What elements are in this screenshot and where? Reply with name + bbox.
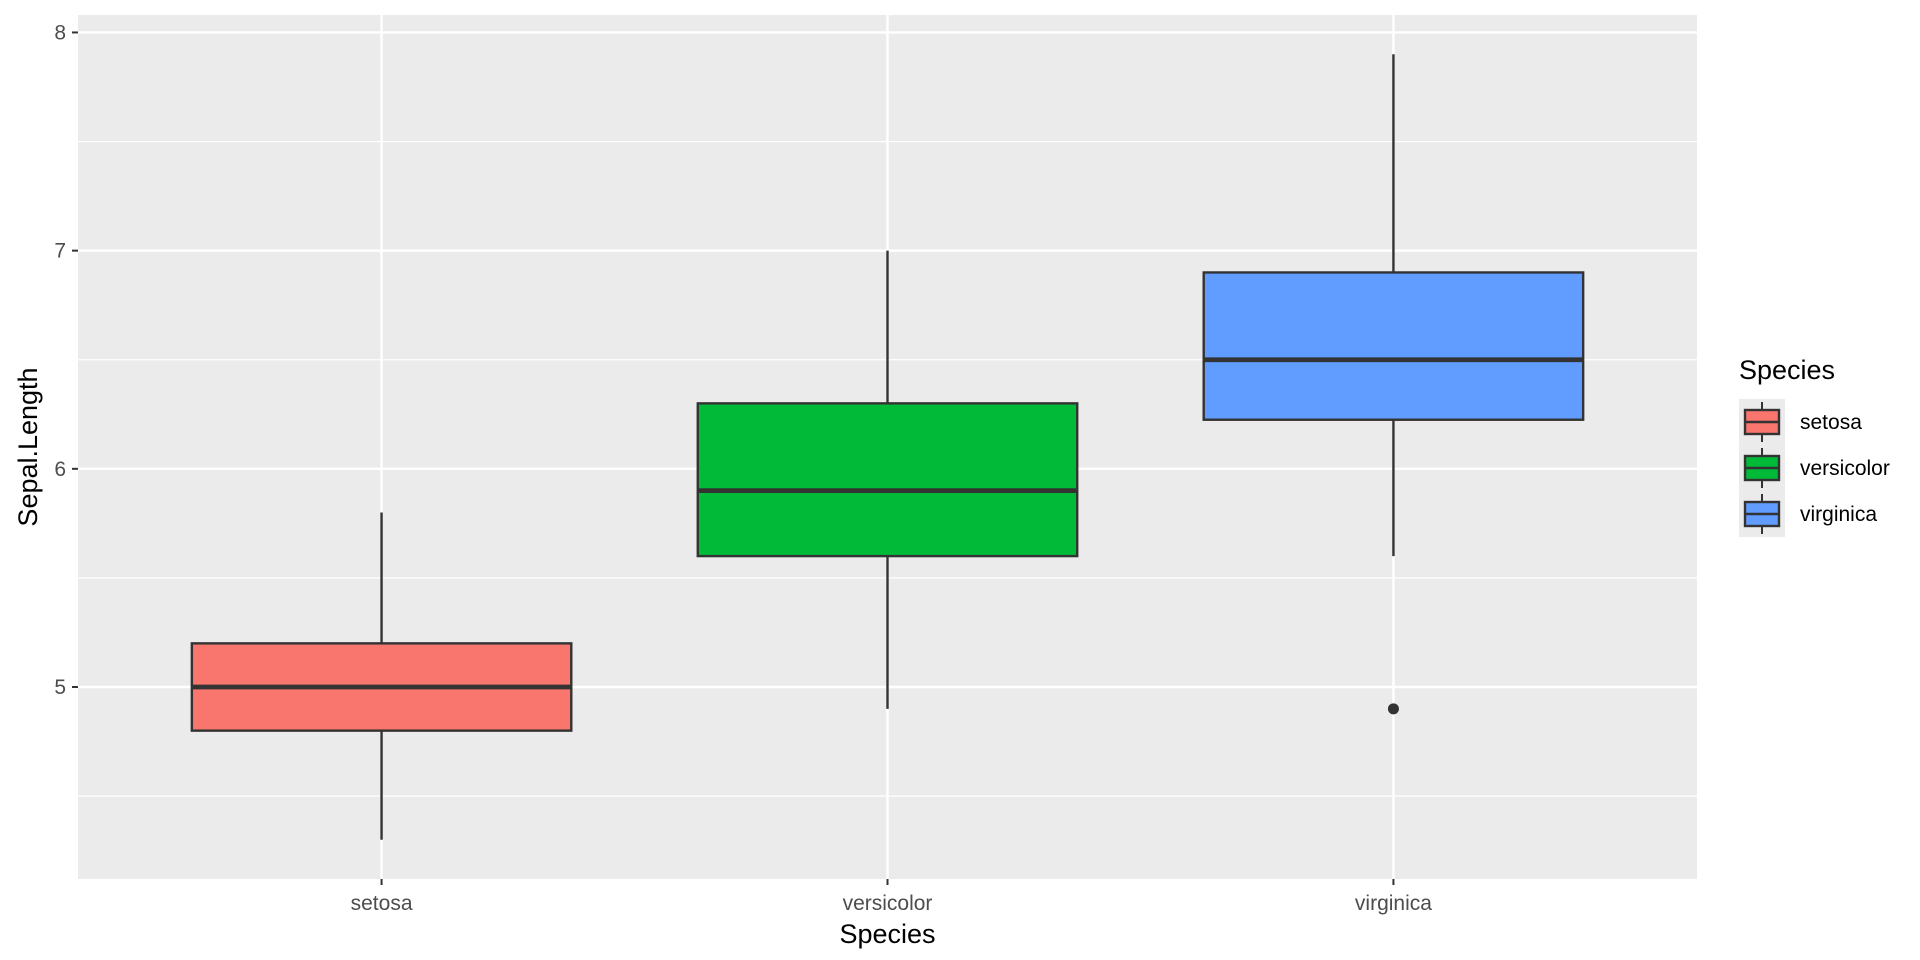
- box-virginica: [1202, 54, 1585, 715]
- legend: Species setosa versicolor virginica: [1739, 355, 1890, 537]
- legend-key-versicolor: [1743, 448, 1781, 488]
- legend-label-versicolor: versicolor: [1800, 457, 1890, 480]
- legend-items: setosa versicolor virginica: [1739, 399, 1890, 537]
- legend-key-virginica: [1743, 494, 1781, 534]
- box-body: [1202, 271, 1585, 421]
- box-body: [696, 402, 1079, 558]
- y-tick-label: 8: [54, 21, 66, 44]
- x-axis: setosa versicolor virginica: [351, 879, 1432, 915]
- x-tick-label: versicolor: [843, 892, 933, 915]
- y-axis-title: Sepal.Length: [13, 367, 43, 526]
- legend-label-setosa: setosa: [1800, 411, 1862, 434]
- legend-label-virginica: virginica: [1800, 503, 1877, 526]
- y-tick-label: 5: [54, 676, 66, 699]
- legend-key-setosa: [1743, 402, 1781, 442]
- y-tick-label: 7: [54, 240, 66, 263]
- x-axis-title: Species: [839, 919, 935, 949]
- box-setosa: [190, 512, 573, 840]
- legend-title: Species: [1739, 355, 1835, 385]
- x-tick-label: setosa: [351, 892, 413, 915]
- y-axis: 5 6 7 8: [54, 21, 78, 699]
- y-tick-label: 6: [54, 458, 66, 481]
- boxes-group: [190, 54, 1585, 840]
- box-versicolor: [696, 250, 1079, 709]
- x-tick-label: virginica: [1355, 892, 1432, 915]
- outlier-point: [1387, 703, 1399, 715]
